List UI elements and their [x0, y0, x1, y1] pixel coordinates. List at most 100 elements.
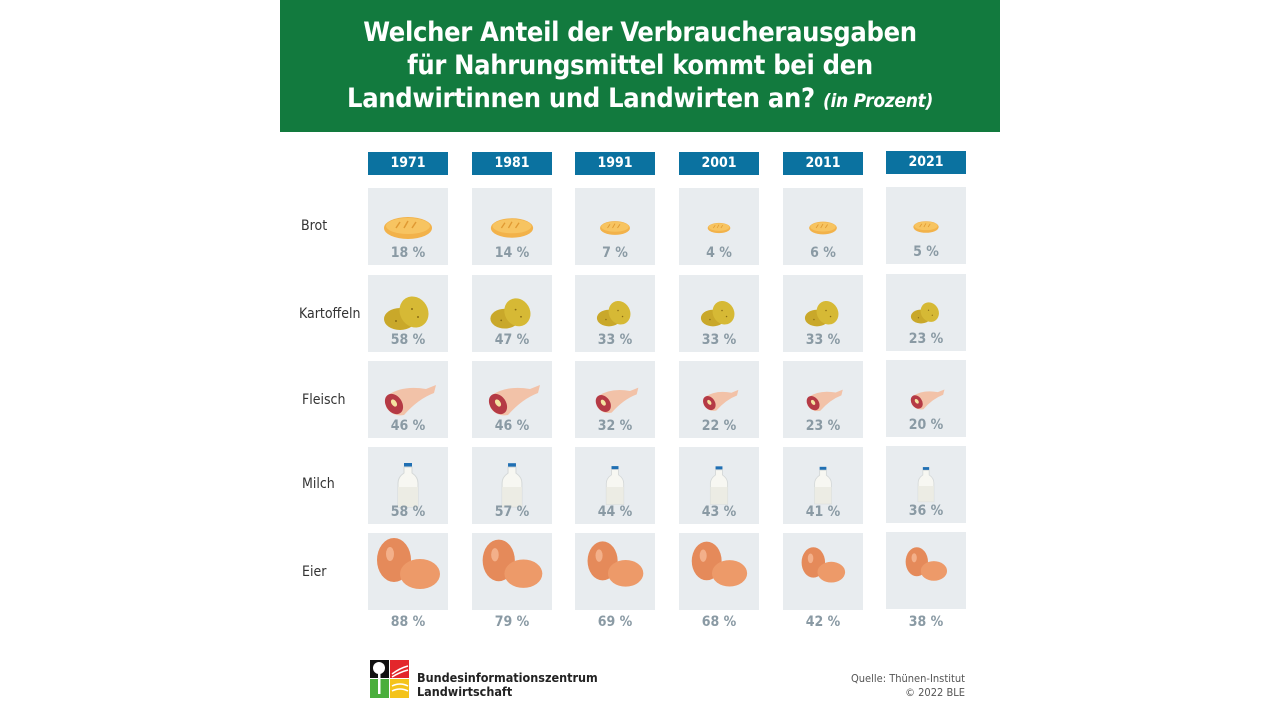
meat-icon [488, 385, 540, 416]
value-label: 23 % [805, 418, 841, 434]
cell-kartoffeln-2001 [679, 275, 759, 352]
cell-kartoffeln-1971 [368, 275, 448, 352]
value-label: 46 % [494, 418, 530, 434]
milk-bottle-icon [397, 463, 419, 508]
cell-kartoffeln-1991 [575, 275, 655, 352]
value-label: 68 % [701, 614, 737, 630]
value-label: 46 % [390, 418, 426, 434]
eggs-icon [482, 539, 543, 588]
value-label: 58 % [390, 332, 426, 348]
cell-brot-2001 [679, 188, 759, 265]
value-label: 42 % [805, 614, 841, 630]
cell-milch-1981 [472, 447, 552, 524]
cell-brot-1981 [472, 188, 552, 265]
value-label: 41 % [805, 504, 841, 520]
value-label: 33 % [597, 332, 633, 348]
cell-kartoffeln-2021 [886, 274, 966, 351]
cell-kartoffeln-2011 [783, 275, 863, 352]
cell-eier-1981 [472, 533, 552, 610]
cell-eier-2021 [886, 532, 966, 609]
cell-milch-2021 [886, 446, 966, 523]
cell-brot-2011 [783, 188, 863, 265]
milk-bottle-icon [605, 466, 625, 505]
cell-eier-1991 [575, 533, 655, 610]
milk-bottle-icon [814, 466, 832, 505]
cell-fleisch-2001 [679, 361, 759, 438]
potato-icon [700, 301, 735, 327]
eggs-icon [801, 547, 846, 583]
org-name: Bundesinformationszentrum Landwirtschaft [417, 671, 598, 699]
cell-eier-1971 [368, 533, 448, 610]
row-label-brot: Brot [301, 218, 328, 234]
value-label: 7 % [602, 245, 628, 261]
value-label: 18 % [390, 245, 426, 261]
value-label: 88 % [390, 614, 426, 630]
eggs-icon [691, 541, 748, 587]
value-label: 36 % [908, 503, 944, 519]
year-header-1971: 1971 [368, 152, 448, 175]
year-header-2021: 2021 [886, 151, 966, 174]
value-label: 57 % [494, 504, 530, 520]
cell-milch-1991 [575, 447, 655, 524]
cell-eier-2001 [679, 533, 759, 610]
cell-fleisch-1981 [472, 361, 552, 438]
value-label: 32 % [597, 418, 633, 434]
value-label: 44 % [597, 504, 633, 520]
cell-fleisch-1991 [575, 361, 655, 438]
value-label: 20 % [908, 417, 944, 433]
value-label: 38 % [908, 614, 944, 630]
bread-icon [384, 217, 432, 239]
cell-brot-1971 [368, 188, 448, 265]
milk-bottle-icon [709, 466, 729, 505]
value-label: 33 % [805, 332, 841, 348]
eggs-icon [587, 541, 644, 587]
meat-icon [595, 387, 639, 413]
row-label-fleisch: Fleisch [302, 392, 346, 408]
bread-icon [913, 221, 939, 233]
cell-brot-1991 [575, 188, 655, 265]
value-label: 69 % [597, 614, 633, 630]
row-label-kartoffeln: Kartoffeln [299, 306, 361, 322]
year-header-1981: 1981 [472, 152, 552, 175]
bread-icon [600, 221, 630, 235]
source-note: Quelle: Thünen-Institut © 2022 BLE [851, 672, 965, 700]
value-label: 22 % [701, 418, 737, 434]
cell-fleisch-2011 [783, 361, 863, 438]
year-header-1991: 1991 [575, 152, 655, 175]
value-label: 79 % [494, 614, 530, 630]
value-label: 33 % [701, 332, 737, 348]
cell-eier-2011 [783, 533, 863, 610]
org-name-line-2: Landwirtschaft [417, 684, 513, 699]
value-label: 5 % [913, 244, 939, 260]
source-text: Quelle: Thünen-Institut [850, 672, 965, 685]
cell-milch-2001 [679, 447, 759, 524]
value-label: 4 % [706, 245, 732, 261]
chart-title: Welcher Anteil der Verbraucherausgaben f… [280, 16, 1000, 118]
value-label: 47 % [494, 332, 530, 348]
potato-icon [490, 298, 531, 329]
year-header-2001: 2001 [679, 152, 759, 175]
meat-icon [910, 389, 945, 410]
potato-icon [910, 302, 939, 324]
cell-fleisch-2021 [886, 360, 966, 437]
year-header-2011: 2011 [783, 152, 863, 175]
potato-icon [384, 296, 429, 330]
bread-icon [490, 218, 534, 238]
value-label: 23 % [908, 331, 944, 347]
row-label-eier: Eier [302, 564, 327, 580]
title-unit: (in Prozent) [822, 90, 933, 112]
cell-milch-1971 [368, 447, 448, 524]
value-label: 6 % [810, 245, 836, 261]
cell-brot-2021 [886, 187, 966, 264]
cell-milch-2011 [783, 447, 863, 524]
bzl-logo [370, 660, 409, 698]
value-label: 14 % [494, 245, 530, 261]
row-label-milch: Milch [302, 476, 335, 492]
milk-bottle-icon [501, 463, 523, 508]
bread-icon [707, 222, 731, 234]
org-name-line-1: Bundesinformationszentrum [417, 670, 598, 685]
potato-icon [596, 301, 631, 327]
title-line-3: Landwirtinnen und Landwirten an? [347, 83, 815, 114]
title-line-2: für Nahrungsmittel kommt bei den [407, 50, 873, 81]
cell-fleisch-1971 [368, 361, 448, 438]
